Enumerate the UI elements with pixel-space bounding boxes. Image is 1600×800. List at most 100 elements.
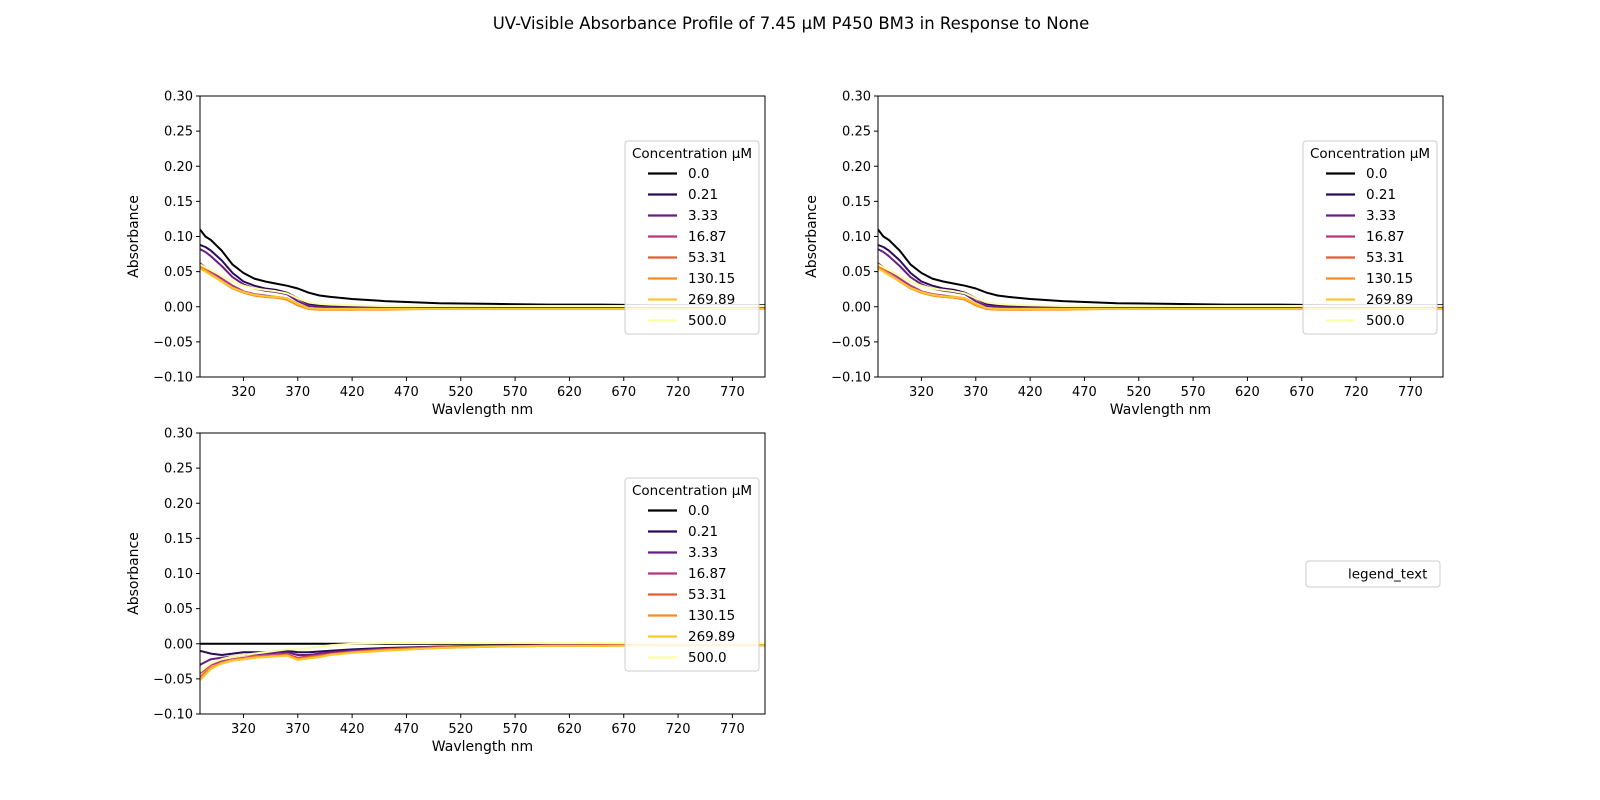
y-tick-label: 0.15 <box>842 195 871 210</box>
legend-entry-label: 500.0 <box>688 650 727 666</box>
legend-title: Concentration µM <box>632 483 752 499</box>
x-tick-label: 420 <box>340 385 365 400</box>
legend-entry-label: 269.89 <box>688 292 735 308</box>
y-tick-label: −0.10 <box>153 708 193 723</box>
x-axis-label: Wavlength nm <box>1110 402 1211 418</box>
x-tick-label: 770 <box>1398 385 1423 400</box>
legend-entry-label: 53.31 <box>1366 250 1405 266</box>
y-tick-label: 0.25 <box>164 125 193 140</box>
legend-entry-label: 500.0 <box>1366 313 1405 329</box>
x-tick-label: 720 <box>1344 385 1369 400</box>
y-axis-label: Absorbance <box>126 532 142 615</box>
x-tick-label: 470 <box>1072 385 1097 400</box>
legend-entry-label: 0.0 <box>688 503 709 519</box>
x-tick-label: 370 <box>285 385 310 400</box>
legend-entry-label: 16.87 <box>688 229 727 245</box>
x-tick-label: 570 <box>503 722 528 737</box>
legend-entry-label: 3.33 <box>688 545 718 561</box>
y-tick-label: 0.15 <box>164 532 193 547</box>
legend-entry-label: 500.0 <box>688 313 727 329</box>
x-tick-label: 320 <box>909 385 934 400</box>
y-tick-label: 0.10 <box>164 567 193 582</box>
y-tick-label: 0.15 <box>164 195 193 210</box>
empty-panel-legend: legend_text <box>1305 560 1441 588</box>
y-tick-label: 0.30 <box>164 90 193 105</box>
empty-legend-label: legend_text <box>1348 567 1427 583</box>
empty-legend-frame <box>1305 560 1441 588</box>
series-line-269-89 <box>200 644 765 681</box>
legend-title: Concentration µM <box>632 146 752 162</box>
y-tick-label: 0.05 <box>164 602 193 617</box>
legend: Concentration µM 0.0 0.21 3.33 16.87 53.31 130… <box>1302 140 1438 335</box>
x-tick-label: 620 <box>557 385 582 400</box>
series-line-0-0 <box>878 228 1443 307</box>
y-tick-label: 0.00 <box>842 300 871 315</box>
series-line-500-0 <box>200 263 765 307</box>
y-tick-label: 0.30 <box>164 427 193 442</box>
x-tick-label: 670 <box>1289 385 1314 400</box>
series-lines <box>200 642 765 681</box>
y-tick-label: 0.25 <box>164 462 193 477</box>
legend-entry-label: 0.0 <box>1366 166 1387 182</box>
x-tick-label: 770 <box>720 722 745 737</box>
legend-entry-label: 53.31 <box>688 250 727 266</box>
x-tick-label: 520 <box>448 722 473 737</box>
plot-frame <box>199 432 766 715</box>
x-tick-label: 520 <box>1126 385 1151 400</box>
legend-frame <box>1302 140 1438 335</box>
y-tick-label: 0.20 <box>842 160 871 175</box>
y-tick-label: 0.00 <box>164 637 193 652</box>
legend: Concentration µM 0.0 0.21 3.33 16.87 53.31 130… <box>624 477 760 672</box>
legend-entry-label: 269.89 <box>688 629 735 645</box>
legend-entry-label: 130.15 <box>1366 271 1413 287</box>
x-tick-label: 320 <box>231 385 256 400</box>
x-axis-label: Wavlength nm <box>432 739 533 755</box>
series-lines <box>878 228 1443 311</box>
chart-panel-bottom-left: 320 370 420 470 520 570 620 670 720 770 0.30 0.25 0.… <box>126 427 766 755</box>
series-lines <box>200 228 765 311</box>
legend-entry-label: 130.15 <box>688 271 735 287</box>
x-tick-label: 670 <box>611 385 636 400</box>
series-line-500-0 <box>200 642 765 673</box>
legend-title: Concentration µM <box>1310 146 1430 162</box>
legend-frame <box>624 140 760 335</box>
y-tick-label: 0.20 <box>164 497 193 512</box>
legend-frame <box>624 477 760 672</box>
x-tick-label: 670 <box>611 722 636 737</box>
y-axis-label: Absorbance <box>804 195 820 278</box>
x-tick-label: 620 <box>557 722 582 737</box>
y-tick-label: −0.05 <box>153 335 193 350</box>
y-tick-label: −0.05 <box>831 335 871 350</box>
x-tick-label: 770 <box>720 385 745 400</box>
legend-entry-label: 0.21 <box>1366 187 1396 203</box>
y-tick-label: 0.20 <box>164 160 193 175</box>
x-tick-label: 520 <box>448 385 473 400</box>
legend-entry-label: 269.89 <box>1366 292 1413 308</box>
y-tick-label: −0.10 <box>831 371 871 386</box>
y-tick-label: 0.10 <box>164 230 193 245</box>
y-tick-label: 0.05 <box>842 265 871 280</box>
x-tick-label: 420 <box>1018 385 1043 400</box>
y-tick-label: −0.10 <box>153 371 193 386</box>
x-tick-label: 370 <box>285 722 310 737</box>
y-tick-label: −0.05 <box>153 672 193 687</box>
legend-entry-label: 3.33 <box>688 208 718 224</box>
legend-entry-label: 16.87 <box>688 566 727 582</box>
y-tick-label: 0.00 <box>164 300 193 315</box>
legend: Concentration µM 0.0 0.21 3.33 16.87 53.31 130… <box>624 140 760 335</box>
y-tick-label: 0.25 <box>842 125 871 140</box>
chart-panel-top-right: 320 370 420 470 520 570 620 670 720 770 0.30 0.25 0.… <box>804 90 1444 418</box>
legend-entry-label: 53.31 <box>688 587 727 603</box>
y-tick-label: 0.10 <box>842 230 871 245</box>
x-tick-label: 470 <box>394 722 419 737</box>
legend-entry-label: 0.0 <box>688 166 709 182</box>
series-line-269-89 <box>200 267 765 310</box>
plot-frame <box>199 95 766 378</box>
x-tick-label: 720 <box>666 385 691 400</box>
plot-frame <box>877 95 1444 378</box>
legend-entry-label: 0.21 <box>688 187 718 203</box>
series-line-500-0 <box>878 263 1443 307</box>
series-line-269-89 <box>878 267 1443 310</box>
